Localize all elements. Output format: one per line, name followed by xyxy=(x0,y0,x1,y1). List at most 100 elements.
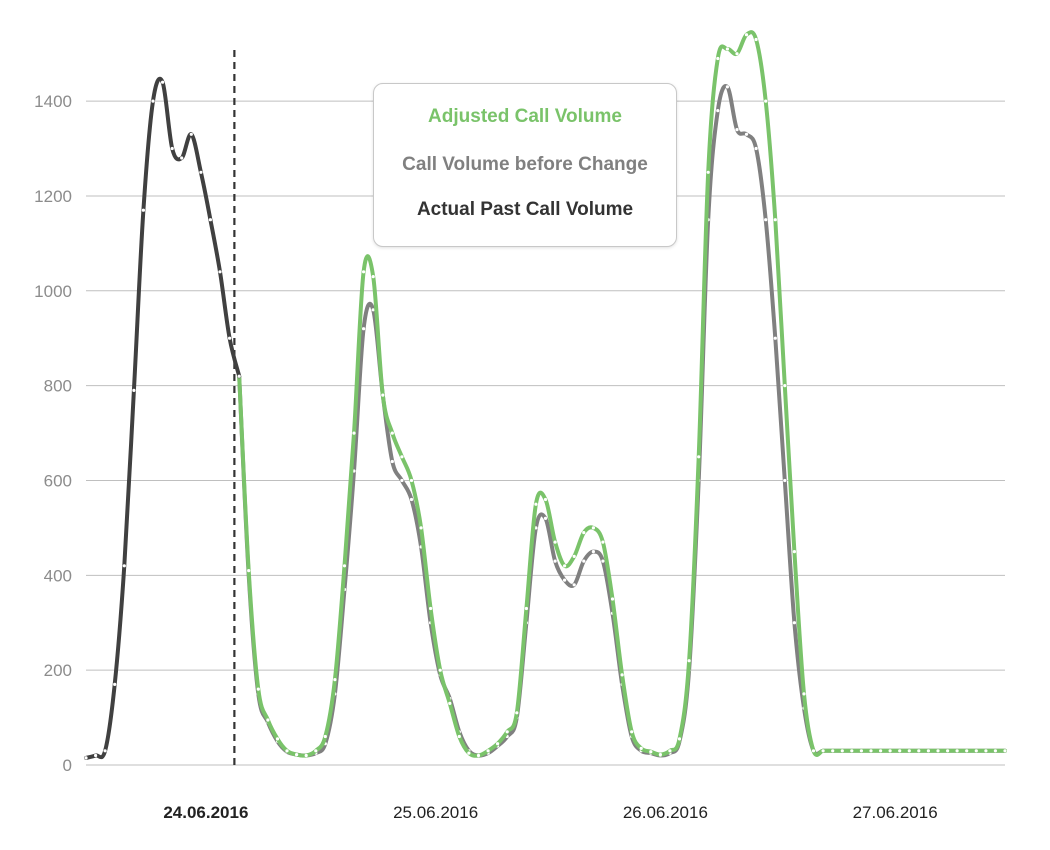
x-tick-label: 25.06.2016 xyxy=(393,803,478,822)
data-point xyxy=(141,208,145,212)
data-point xyxy=(381,393,385,397)
data-point xyxy=(543,516,548,521)
data-point xyxy=(802,692,806,696)
data-point xyxy=(409,478,414,483)
y-tick-label: 600 xyxy=(44,471,72,490)
data-point xyxy=(180,156,184,160)
data-point xyxy=(113,682,117,687)
data-point xyxy=(132,388,136,392)
data-point xyxy=(639,746,643,751)
data-point xyxy=(974,749,978,753)
data-point xyxy=(572,554,576,559)
data-point xyxy=(352,431,356,435)
data-point xyxy=(151,99,155,103)
y-tick-label: 1000 xyxy=(34,282,72,301)
data-point xyxy=(783,478,787,483)
data-point xyxy=(563,578,567,582)
data-point xyxy=(936,749,940,753)
data-point xyxy=(543,497,548,502)
data-point xyxy=(907,749,911,753)
series-group xyxy=(84,30,1007,760)
x-tick-label: 27.06.2016 xyxy=(853,803,938,822)
data-point xyxy=(553,559,557,563)
data-point xyxy=(438,668,442,672)
data-point xyxy=(390,459,394,464)
data-point xyxy=(773,336,777,340)
data-point xyxy=(946,749,950,753)
data-point xyxy=(448,701,452,706)
series-line xyxy=(237,30,1007,758)
data-point xyxy=(955,749,959,753)
data-point xyxy=(725,47,730,51)
data-point xyxy=(773,218,777,222)
data-point xyxy=(716,109,720,113)
data-point xyxy=(965,749,969,753)
data-point xyxy=(811,749,816,753)
data-point xyxy=(563,564,567,568)
legend-item-adjusted: Adjusted Call Volume xyxy=(428,106,622,127)
data-point xyxy=(170,146,174,151)
data-point xyxy=(879,749,883,753)
legend-item-before-change: Call Volume before Change xyxy=(402,154,648,175)
data-point xyxy=(122,564,126,568)
data-point xyxy=(333,678,337,682)
data-point xyxy=(716,56,720,61)
data-point xyxy=(515,711,519,715)
data-point xyxy=(84,756,88,760)
data-point xyxy=(247,569,251,573)
data-point xyxy=(744,33,749,37)
data-point xyxy=(572,583,576,587)
x-axis: 24.06.2016 25.06.2016 26.06.2016 27.06.2016 xyxy=(163,803,937,822)
data-point xyxy=(496,742,500,746)
data-point xyxy=(668,749,672,753)
data-point xyxy=(677,737,682,741)
data-point xyxy=(735,52,739,56)
data-point xyxy=(409,497,414,502)
data-point xyxy=(304,753,308,758)
data-point xyxy=(467,751,471,755)
legend: Adjusted Call Volume Call Volume before … xyxy=(373,83,677,247)
legend-item-actual-past: Actual Past Call Volume xyxy=(416,199,634,220)
y-tick-label: 200 xyxy=(44,661,72,680)
data-point xyxy=(285,749,289,753)
data-point xyxy=(94,753,98,758)
data-point xyxy=(362,327,366,331)
data-point xyxy=(850,749,854,753)
data-point xyxy=(697,455,701,459)
data-point xyxy=(582,559,586,563)
data-point xyxy=(601,559,605,563)
x-tick-label: 24.06.2016 xyxy=(163,803,248,822)
data-point xyxy=(754,146,758,151)
data-point xyxy=(725,85,730,89)
data-point xyxy=(754,37,758,42)
data-point xyxy=(917,749,921,753)
data-point xyxy=(400,455,404,459)
data-point xyxy=(744,132,749,136)
data-point xyxy=(228,336,232,340)
data-point xyxy=(505,730,509,734)
data-point xyxy=(591,526,596,530)
data-point xyxy=(869,749,873,753)
data-point xyxy=(840,749,844,753)
data-point xyxy=(601,540,605,544)
series-adjusted xyxy=(237,30,1007,758)
data-point xyxy=(371,308,375,312)
data-point xyxy=(687,659,691,663)
data-point xyxy=(630,730,634,734)
data-point xyxy=(792,621,797,625)
data-point xyxy=(534,502,538,506)
data-point xyxy=(926,749,931,753)
data-point xyxy=(620,673,624,677)
data-point xyxy=(524,606,529,611)
data-point xyxy=(610,597,615,601)
y-tick-label: 1200 xyxy=(34,187,72,206)
data-point xyxy=(658,753,663,757)
data-point xyxy=(591,550,596,554)
data-point xyxy=(993,749,998,753)
data-point xyxy=(161,80,165,84)
data-point xyxy=(400,478,404,483)
data-point xyxy=(457,734,461,739)
data-point xyxy=(764,218,768,222)
data-point xyxy=(706,170,710,174)
